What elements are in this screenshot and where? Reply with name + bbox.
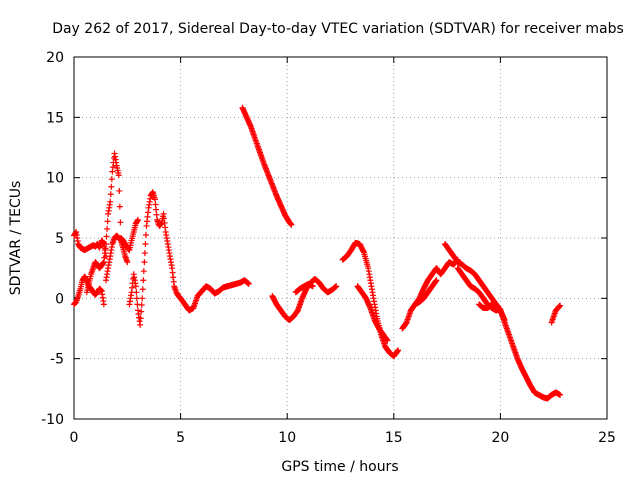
data-point bbox=[140, 268, 147, 275]
data-point bbox=[116, 203, 123, 210]
data-points bbox=[71, 104, 564, 402]
series-arc-3 bbox=[102, 232, 131, 284]
series-arc-6 bbox=[239, 104, 295, 228]
series-arc-4 bbox=[126, 189, 184, 328]
data-point bbox=[133, 295, 140, 302]
data-point bbox=[104, 225, 111, 232]
y-tick-label: 20 bbox=[46, 50, 64, 66]
data-point bbox=[117, 219, 124, 226]
data-point bbox=[152, 196, 159, 203]
data-point bbox=[100, 301, 107, 308]
series-arc-11 bbox=[412, 277, 440, 308]
y-axis-label: SDTVAR / TECUs bbox=[8, 181, 24, 296]
data-point bbox=[115, 172, 122, 179]
data-point bbox=[433, 277, 440, 284]
x-tick-label: 25 bbox=[598, 430, 616, 446]
axes bbox=[73, 56, 608, 420]
data-point bbox=[132, 283, 139, 290]
x-tick-label: 15 bbox=[385, 430, 403, 446]
series-arc-8 bbox=[339, 239, 402, 360]
data-point bbox=[142, 231, 149, 238]
data-point bbox=[395, 347, 402, 354]
y-tick-label: 5 bbox=[55, 231, 64, 247]
data-point bbox=[141, 250, 148, 257]
data-point bbox=[107, 198, 114, 205]
x-tick-labels: 0 5 10 15 20 25 bbox=[70, 430, 616, 446]
data-point bbox=[152, 201, 159, 208]
data-point bbox=[142, 241, 149, 248]
data-point bbox=[137, 315, 144, 322]
series-arc-1a bbox=[71, 273, 107, 308]
data-point bbox=[138, 301, 145, 308]
series-arc-10 bbox=[399, 256, 461, 332]
data-point bbox=[108, 183, 115, 190]
chart-title: Day 262 of 2017, Sidereal Day-to-day VTE… bbox=[52, 21, 624, 37]
y-tick-label: -5 bbox=[50, 352, 64, 368]
series-arc-1b bbox=[71, 228, 109, 260]
series-arc-2 bbox=[83, 150, 141, 296]
x-tick-label: 10 bbox=[278, 430, 296, 446]
series-arc-16 bbox=[548, 302, 564, 326]
data-point bbox=[104, 218, 111, 225]
x-tick-label: 5 bbox=[176, 430, 185, 446]
data-point bbox=[309, 283, 316, 290]
data-point bbox=[245, 280, 252, 287]
x-tick-label: 20 bbox=[491, 430, 509, 446]
data-point bbox=[134, 216, 141, 223]
plot-frame bbox=[73, 56, 608, 420]
y-tick-labels: -10 -5 0 5 10 15 20 bbox=[41, 50, 64, 428]
data-point bbox=[108, 176, 115, 183]
series-arc-8a bbox=[292, 280, 316, 296]
data-point bbox=[137, 321, 144, 328]
data-point bbox=[140, 277, 147, 284]
data-point bbox=[139, 286, 146, 293]
data-point bbox=[116, 187, 123, 194]
data-point bbox=[107, 191, 114, 198]
data-point bbox=[333, 283, 340, 290]
data-point bbox=[139, 295, 146, 302]
series-arc-15 bbox=[493, 301, 564, 402]
x-tick-label: 0 bbox=[70, 430, 79, 446]
series-arc-9 bbox=[354, 283, 391, 344]
data-point bbox=[124, 259, 131, 266]
y-tick-label: -10 bbox=[41, 412, 64, 428]
data-point bbox=[288, 221, 295, 228]
y-tick-label: 10 bbox=[46, 171, 64, 187]
data-point bbox=[384, 337, 391, 344]
y-tick-label: 15 bbox=[46, 110, 64, 126]
data-point bbox=[153, 211, 160, 218]
data-point bbox=[153, 206, 160, 213]
data-point bbox=[103, 233, 110, 240]
data-point bbox=[557, 302, 564, 309]
data-point bbox=[133, 289, 140, 296]
data-point bbox=[134, 301, 141, 308]
data-point bbox=[138, 308, 145, 315]
x-axis-label: GPS time / hours bbox=[281, 459, 398, 475]
data-point bbox=[141, 259, 148, 266]
y-tick-label: 0 bbox=[55, 291, 64, 307]
series-arc-5 bbox=[177, 277, 252, 314]
data-point bbox=[557, 391, 564, 398]
grid-lines bbox=[74, 57, 607, 419]
data-point bbox=[102, 241, 109, 248]
